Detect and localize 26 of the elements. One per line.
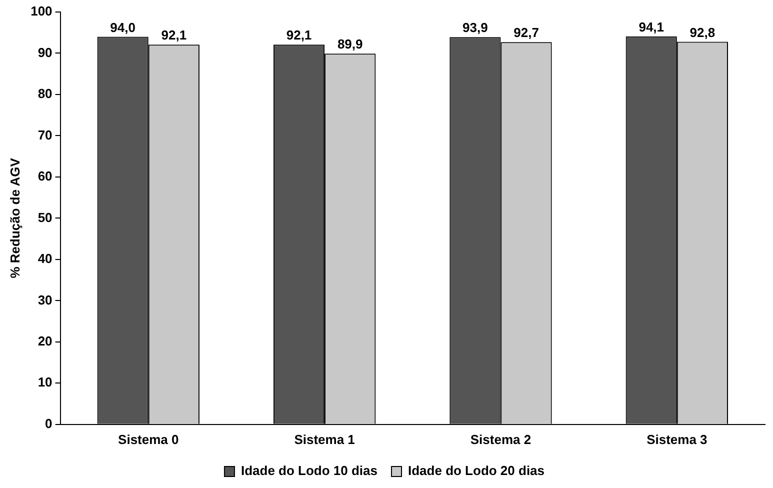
data-label: 92,1 [161, 28, 187, 43]
data-label: 92,1 [286, 28, 312, 43]
x-tick-label: Sistema 3 [646, 432, 708, 447]
data-label: 93,9 [462, 20, 488, 36]
y-tick-label: 60 [38, 168, 52, 184]
y-tick-label: 0 [45, 416, 52, 431]
y-tick-label: 100 [30, 4, 52, 19]
data-label: 92,7 [514, 25, 539, 40]
y-tick-label: 70 [38, 127, 52, 142]
y-tick-label: 40 [38, 251, 52, 266]
data-label: 89,9 [337, 36, 363, 52]
data-label: 92,8 [690, 24, 716, 40]
y-axis-title: % Redução de AGV [7, 158, 22, 278]
y-tick-label: 20 [38, 334, 52, 348]
x-tick-label: Sistema 0 [118, 432, 179, 447]
x-tick-label: Sistema 1 [294, 432, 355, 447]
legend-label: Idade do Lodo 20 dias [408, 463, 545, 478]
y-tick-label: 10 [38, 374, 52, 390]
y-tick-label: 90 [38, 44, 52, 60]
y-tick-label: 30 [38, 292, 52, 308]
legend-label: Idade do Lodo 10 dias [240, 463, 378, 478]
data-label: 94,0 [110, 20, 136, 35]
y-tick-label: 50 [38, 210, 52, 225]
data-label: 94,1 [638, 19, 664, 34]
x-tick-label: Sistema 2 [470, 432, 532, 447]
y-tick-label: 80 [38, 86, 52, 102]
